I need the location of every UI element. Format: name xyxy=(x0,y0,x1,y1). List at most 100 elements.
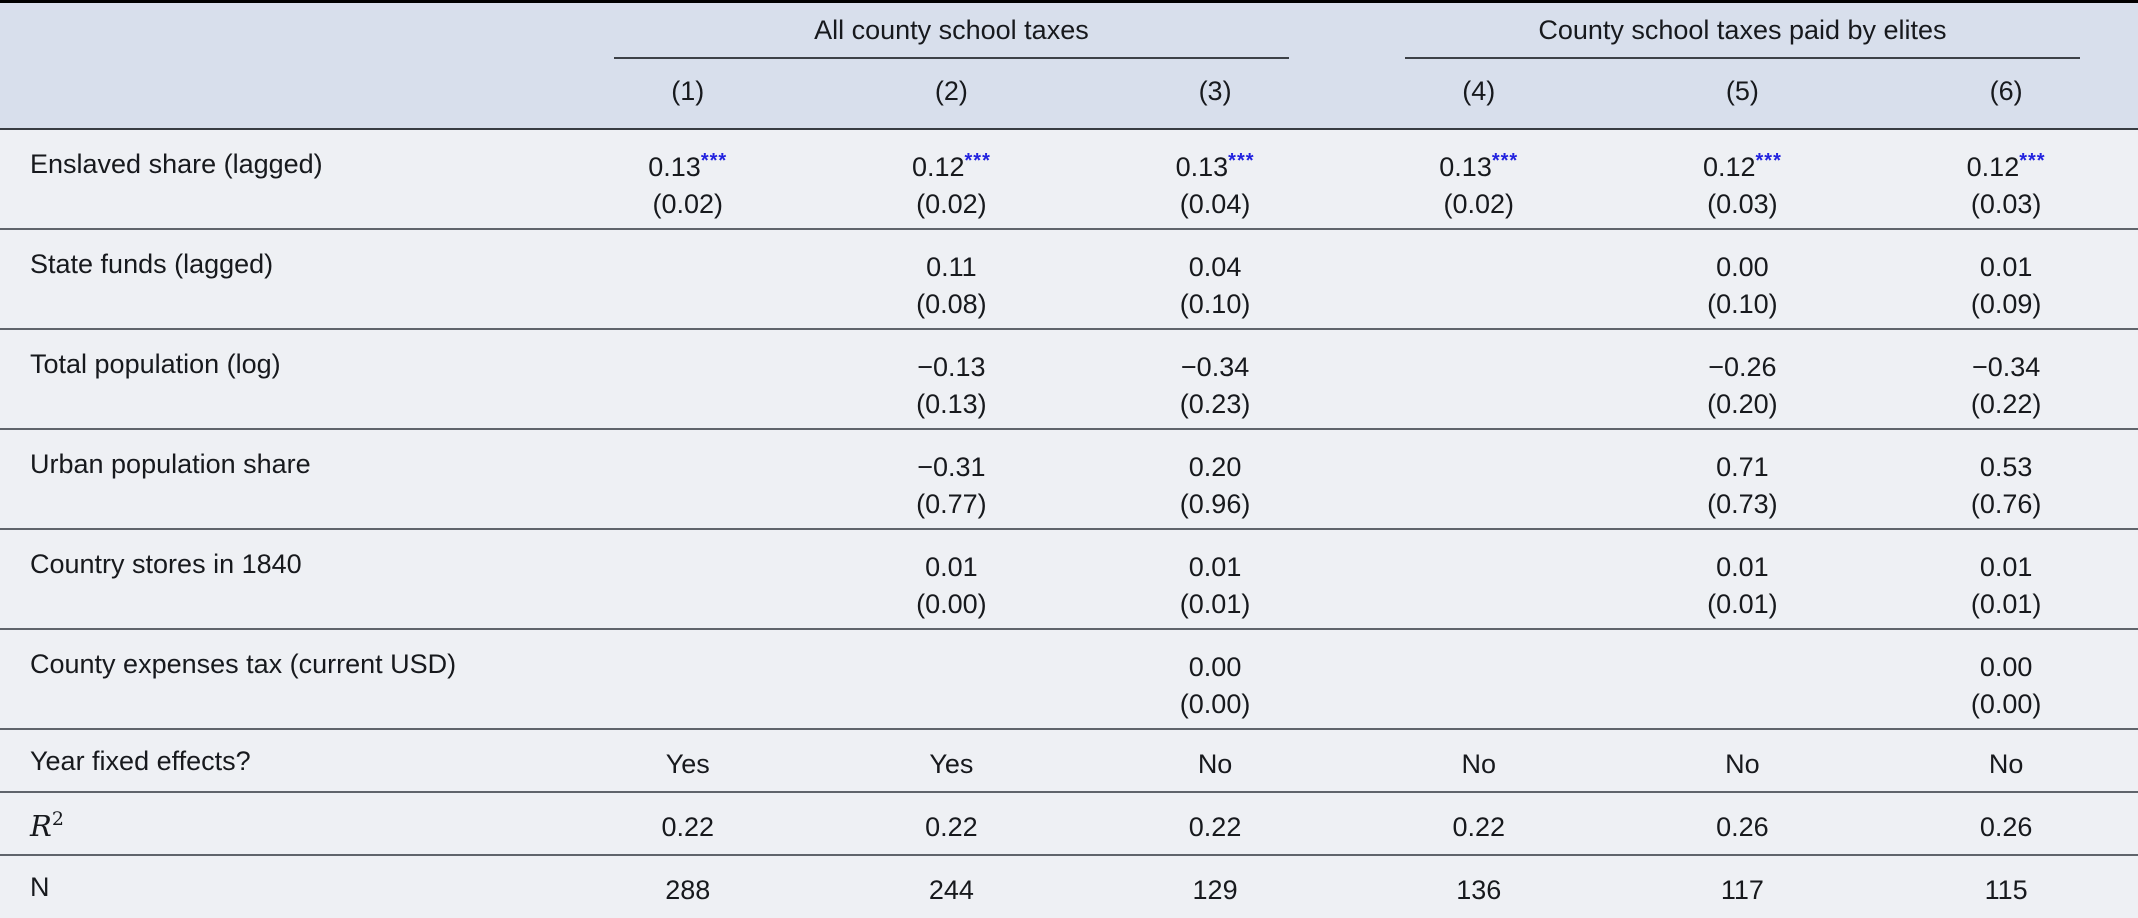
row-label-cell: County expenses tax (current USD) xyxy=(0,628,556,729)
value-cell: No xyxy=(1610,728,1875,792)
empty-header-cell xyxy=(0,59,556,129)
coefficient-number: 0.13 xyxy=(1175,152,1229,182)
cell-text: 129 xyxy=(1192,875,1238,905)
significance-stars: *** xyxy=(964,150,991,172)
coefficient-number: 0.12 xyxy=(1702,152,1756,182)
coefficient-value: −0.31 xyxy=(820,449,1084,486)
coefficient-value: 0.01 xyxy=(1611,549,1875,586)
standard-error: (0.08) xyxy=(916,289,987,319)
coefficient-number: 0.01 xyxy=(1188,552,1242,582)
coefficient-number: −0.26 xyxy=(1708,352,1777,382)
value-cell: −0.34 (0.23) xyxy=(1083,328,1347,429)
standard-error: (0.00) xyxy=(1970,689,2042,719)
cell-text: 288 xyxy=(665,875,711,905)
coefficient-number: 0.01 xyxy=(1716,552,1769,582)
value-cell: No xyxy=(1083,728,1347,792)
coefficient-number: −0.13 xyxy=(917,352,986,382)
coefficient-value: 0.00 xyxy=(1083,649,1347,686)
standard-error: (0.23) xyxy=(1179,389,1251,419)
table-row: County expenses tax (current USD) 0.00 (0.… xyxy=(0,628,2138,729)
row-label-cell: Enslaved share (lagged) xyxy=(0,129,556,229)
value-cell: 115 xyxy=(1874,854,2138,918)
row-label-cell: R2 xyxy=(0,791,556,855)
column-number-4: (4) xyxy=(1462,76,1496,106)
coefficient-value: −0.34 xyxy=(1874,349,2138,386)
value-cell: 0.26 xyxy=(1874,791,2138,855)
column-number-3: (3) xyxy=(1198,76,1232,106)
table-row: Total population (log) −0.13 (0.13) −0.34 (0… xyxy=(0,328,2138,429)
row-label: Urban population share xyxy=(30,449,311,479)
coefficient-value: 0.20 xyxy=(1083,449,1347,486)
column-number-row: (1) (2) (3) (4) (5) (6) xyxy=(0,59,2138,129)
value-cell xyxy=(1610,628,1875,729)
coefficient-value: 0.01 xyxy=(1083,549,1347,586)
value-cell: No xyxy=(1874,728,2138,792)
coefficient-number: −0.34 xyxy=(1180,352,1250,382)
row-label: Total population (log) xyxy=(30,349,281,379)
value-cell: 0.12*** (0.03) xyxy=(1611,129,1875,229)
column-number-5: (5) xyxy=(1725,76,1759,106)
row-label: County expenses tax (current USD) xyxy=(30,649,457,679)
coefficient-number: 0.01 xyxy=(1979,552,2033,582)
value-cell xyxy=(819,628,1084,729)
value-cell xyxy=(1346,628,1611,729)
coefficient-value: 0.01 xyxy=(1874,249,2138,286)
value-cell xyxy=(1346,328,1611,429)
coefficient-number: 0.20 xyxy=(1188,452,1242,482)
coefficient-number: 0.01 xyxy=(1979,252,2033,282)
coefficient-number: 0.11 xyxy=(926,252,977,282)
value-cell: 0.26 xyxy=(1610,791,1875,855)
cell-text: 0.26 xyxy=(1979,812,2033,842)
significance-stars: *** xyxy=(1228,150,1255,172)
group-header-all-county-taxes: All county school taxes xyxy=(556,3,1347,59)
value-cell: 288 xyxy=(555,854,820,918)
cell-text: 0.22 xyxy=(1188,812,1242,842)
value-cell: 0.01 (0.09) xyxy=(1874,228,2138,329)
cell-text: 117 xyxy=(1720,875,1764,905)
coefficient-number: 0.00 xyxy=(1188,652,1242,682)
value-cell: −0.26 (0.20) xyxy=(1610,328,1875,429)
coefficient-number: −0.34 xyxy=(1971,352,2041,382)
standard-error: (0.10) xyxy=(1707,289,1778,319)
significance-stars: *** xyxy=(1755,150,1782,172)
value-cell: 0.22 xyxy=(1346,791,1611,855)
cell-text: 136 xyxy=(1456,875,1502,905)
cell-text: 0.22 xyxy=(925,812,978,842)
coefficient-number: −0.31 xyxy=(917,452,986,482)
row-label: N xyxy=(30,872,50,902)
standard-error: (0.22) xyxy=(1970,389,2042,419)
standard-error: (0.00) xyxy=(916,589,987,619)
coefficient-number: 0.01 xyxy=(925,552,978,582)
value-cell: 0.01 (0.00) xyxy=(819,528,1084,629)
column-group-row: All county school taxes County school ta… xyxy=(0,3,2138,59)
row-label-superscript: 2 xyxy=(51,808,64,830)
value-cell: 0.12*** (0.02) xyxy=(820,129,1084,229)
coefficient-value: 0.13*** xyxy=(1347,149,1611,186)
value-cell: 136 xyxy=(1346,854,1611,918)
table-row: Enslaved share (lagged) 0.13*** (0.02) 0.12… xyxy=(0,129,2138,229)
group-header-label: All county school taxes xyxy=(613,15,1289,59)
standard-error: (0.04) xyxy=(1179,189,1251,219)
coefficient-value: 0.01 xyxy=(820,549,1084,586)
value-cell: 0.13*** (0.02) xyxy=(556,129,820,229)
cell-text: No xyxy=(1725,749,1760,779)
row-label-cell: Year fixed effects? xyxy=(0,728,556,792)
row-label-cell: Country stores in 1840 xyxy=(0,528,556,629)
standard-error: (0.77) xyxy=(916,489,987,519)
value-cell: 0.71 (0.73) xyxy=(1610,428,1875,529)
group-header-label: County school taxes paid by elites xyxy=(1404,15,2080,59)
row-label: R xyxy=(30,809,52,843)
value-cell: −0.13 (0.13) xyxy=(819,328,1084,429)
value-cell: 0.01 (0.01) xyxy=(1083,528,1347,629)
coefficient-number: 0.13 xyxy=(1439,152,1492,182)
coefficient-value: −0.34 xyxy=(1083,349,1347,386)
row-label-cell: State funds (lagged) xyxy=(0,228,556,329)
table-row: State funds (lagged) 0.11 (0.08) 0.04 (0.10)… xyxy=(0,228,2138,329)
standard-error: (0.73) xyxy=(1707,489,1778,519)
value-cell: 0.01 (0.01) xyxy=(1874,528,2138,629)
value-cell: −0.31 (0.77) xyxy=(819,428,1084,529)
coefficient-value: 0.12*** xyxy=(1874,149,2138,186)
cell-text: No xyxy=(1461,749,1496,779)
coefficient-value: 0.11 xyxy=(820,249,1084,286)
